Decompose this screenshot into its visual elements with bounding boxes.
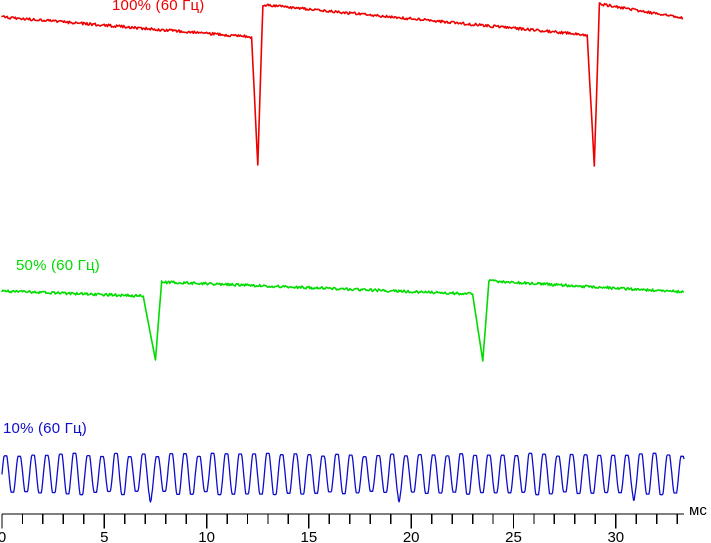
series-label-50-percent: 50% (60 Гц) [16, 257, 100, 274]
waveform-trace-10pct [1, 452, 685, 503]
x-axis-tick-label: 10 [198, 529, 215, 543]
waveform-trace-100pct [1, 2, 684, 167]
x-axis [1, 513, 684, 529]
x-axis-tick-label: 30 [607, 529, 624, 543]
waveform-trace-50pct [1, 278, 685, 362]
x-axis-tick-label: 0 [0, 529, 6, 543]
x-axis-unit-label: мс [689, 502, 707, 519]
x-axis-tick-label: 25 [505, 529, 522, 543]
x-axis-tick-label: 5 [100, 529, 108, 543]
series-label-10-percent: 10% (60 Гц) [3, 420, 87, 437]
series-label-100-percent: 100% (60 Гц) [112, 0, 205, 14]
x-axis-tick-label: 20 [403, 529, 420, 543]
x-axis-tick-label: 15 [301, 529, 318, 543]
